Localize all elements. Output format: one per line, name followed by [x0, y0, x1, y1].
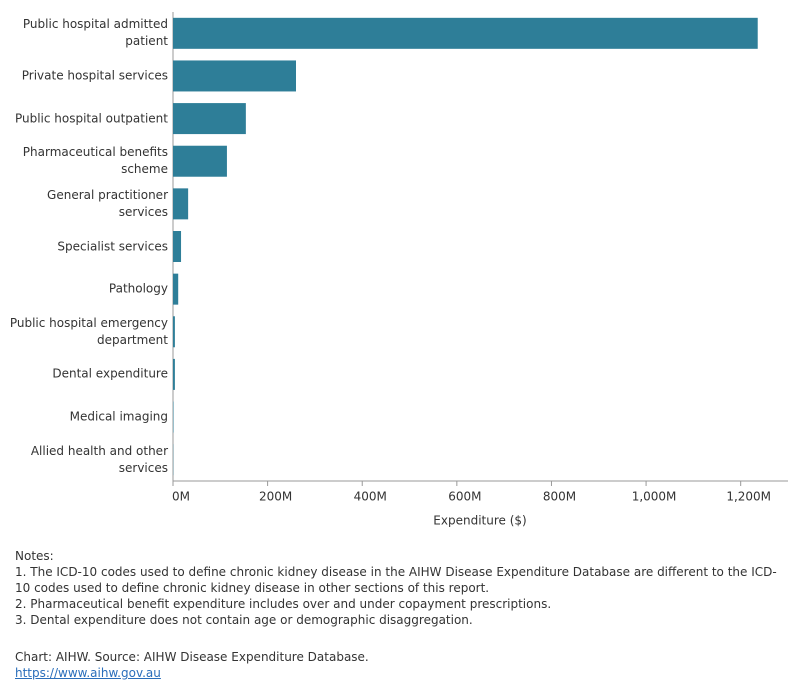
- y-tick-label: Private hospital services: [21, 68, 168, 83]
- y-tick-label: Dental expenditure: [52, 366, 168, 381]
- x-tick-label: 1,200M: [726, 490, 771, 504]
- source-block: Chart: AIHW. Source: AIHW Disease Expend…: [15, 649, 369, 681]
- bar: [173, 358, 175, 390]
- bar: [173, 273, 179, 305]
- y-tick-label: Specialist services: [57, 239, 168, 253]
- x-tick-label: 0M: [172, 490, 190, 504]
- bar: [173, 145, 227, 177]
- x-tick-label: 1,000M: [632, 490, 677, 504]
- bar: [173, 316, 175, 348]
- y-tick-label: Public hospital admitted patient: [22, 17, 168, 49]
- chart: Expenditure ($) 0M 200M 400M 600M 800M 1,000M…: [172, 12, 788, 528]
- bar: [173, 188, 189, 220]
- y-tick-label: General practitioner services: [47, 187, 168, 219]
- bar: [173, 60, 296, 92]
- x-tick-label: 800M: [543, 490, 576, 504]
- x-axis-title: Expenditure ($): [433, 514, 526, 528]
- y-tick-label: Pharmaceutical benefits scheme: [22, 145, 168, 177]
- x-tick-label: 400M: [354, 490, 387, 504]
- x-tick-label: 600M: [448, 490, 481, 504]
- y-tick-label: Pathology: [108, 281, 168, 296]
- y-tick-label: Public hospital outpatient: [14, 111, 168, 126]
- source: Chart: AIHW. Source: AIHW Disease Expend…: [15, 650, 369, 664]
- note: 3. Dental expenditure does not contain a…: [15, 613, 473, 627]
- bar: [173, 103, 246, 135]
- y-tick-label: Allied health and other services: [30, 443, 168, 475]
- note: 2. Pharmaceutical benefit expenditure in…: [15, 597, 552, 611]
- link[interactable]: https://www.aihw.gov.au: [15, 666, 161, 680]
- notes-heading: Notes:: [15, 549, 54, 563]
- y-tick-label: Public hospital emergency department: [9, 315, 168, 347]
- notes: Notes: 1. The ICD-10 codes used to defin…: [15, 548, 790, 628]
- note: 1. The ICD-10 codes used to define chron…: [15, 565, 777, 595]
- x-tick-label: 200M: [259, 490, 292, 504]
- bar: [173, 17, 758, 49]
- y-tick-label: Medical imaging: [69, 409, 168, 424]
- bar: [173, 231, 182, 262]
